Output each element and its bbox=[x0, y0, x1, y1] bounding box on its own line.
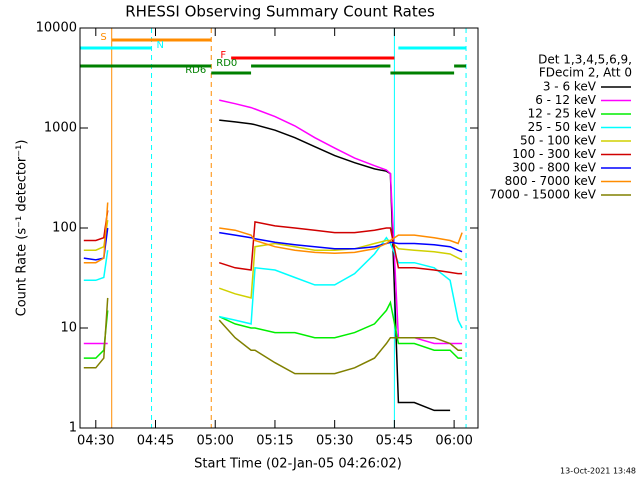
series-line bbox=[219, 119, 451, 412]
flag-label: F bbox=[220, 50, 226, 61]
x-tick-label: 05:00 bbox=[196, 434, 233, 449]
series-line bbox=[83, 297, 463, 375]
flag-label: RD6 bbox=[185, 65, 206, 76]
legend-title: FDecim 2, Att 0 bbox=[539, 66, 632, 80]
y-tick-label: 1000 bbox=[44, 121, 77, 136]
x-tick-label: 05:30 bbox=[316, 434, 353, 449]
legend-label: 300 - 800 keV bbox=[512, 161, 596, 175]
legend-label: 6 - 12 keV bbox=[535, 93, 597, 107]
legend-label: 3 - 6 keV bbox=[543, 80, 597, 94]
x-tick-label: 05:15 bbox=[256, 434, 293, 449]
x-tick-label: 04:45 bbox=[137, 434, 174, 449]
flag-label: S bbox=[100, 32, 106, 43]
legend-label: 100 - 300 keV bbox=[512, 147, 596, 161]
x-tick-label: 06:00 bbox=[435, 434, 472, 449]
legend-title: Det 1,3,4,5,6,9, bbox=[538, 53, 632, 67]
legend-label: 800 - 7000 keV bbox=[505, 174, 597, 188]
legend-label: 7000 - 15000 keV bbox=[489, 188, 596, 202]
chart-title: RHESSI Observing Summary Count Rates bbox=[125, 3, 435, 21]
y-tick-label: 100 bbox=[52, 221, 77, 236]
y-tick-label: 1 bbox=[69, 421, 77, 436]
x-tick-label: 04:30 bbox=[77, 434, 114, 449]
series-line bbox=[83, 202, 463, 264]
footnote: 13-Oct-2021 13:48 bbox=[560, 467, 636, 476]
y-tick-label: 10 bbox=[60, 321, 77, 336]
flag-label: RD0 bbox=[216, 58, 237, 69]
y-axis-label: Count Rate (s⁻¹ detector⁻¹) bbox=[15, 140, 30, 317]
series-line bbox=[83, 99, 463, 345]
y-tick-label: 10000 bbox=[36, 21, 77, 36]
legend-label: 12 - 25 keV bbox=[528, 107, 597, 121]
legend-label: 50 - 100 keV bbox=[520, 134, 597, 148]
legend-label: 25 - 50 keV bbox=[528, 120, 597, 134]
flag-label: N bbox=[157, 40, 164, 51]
x-axis-label: Start Time (02-Jan-05 04:26:02) bbox=[194, 457, 402, 472]
x-tick-label: 05:45 bbox=[376, 434, 413, 449]
